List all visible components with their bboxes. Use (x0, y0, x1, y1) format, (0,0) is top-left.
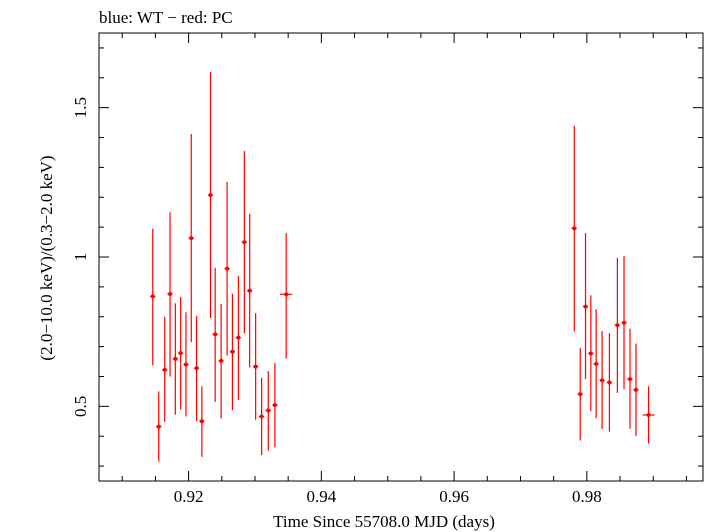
data-marker (594, 361, 599, 366)
data-marker (259, 414, 264, 419)
y-tick-label: 1.5 (71, 97, 90, 118)
data-point (150, 228, 156, 366)
data-marker (572, 226, 577, 231)
data-marker (622, 320, 627, 325)
data-point (247, 213, 253, 368)
data-marker (199, 419, 204, 424)
x-tick-label: 0.94 (306, 487, 336, 506)
data-marker (266, 408, 271, 413)
data-marker (272, 403, 277, 408)
data-point (188, 133, 194, 343)
data-marker (247, 288, 252, 293)
data-marker (208, 193, 213, 198)
data-point (627, 328, 633, 429)
data-point (193, 315, 200, 421)
axis-ticks: 0.92 0.94 0.96 0.98 0.5 1 1.5 (71, 33, 703, 506)
data-marker (646, 412, 651, 417)
data-marker (213, 332, 218, 337)
data-marker (583, 304, 588, 309)
data-marker (600, 378, 605, 383)
data-point (621, 256, 627, 390)
y-tick-label: 1 (71, 253, 90, 262)
data-point (162, 316, 168, 422)
data-point (252, 313, 259, 420)
plot-frame (98, 32, 704, 482)
data-point (241, 150, 248, 334)
data-point (177, 297, 184, 410)
data-marker (236, 335, 241, 340)
data-point (218, 304, 224, 419)
x-tick-label: 0.92 (174, 487, 204, 506)
data-point (258, 377, 265, 456)
data-point (235, 275, 242, 401)
data-marker (607, 380, 612, 385)
data-marker (219, 358, 224, 363)
data-point (207, 71, 214, 318)
data-marker (178, 351, 183, 356)
data-point (156, 391, 162, 462)
chart-title: blue: WT − red: PC (99, 8, 233, 27)
data-point (571, 125, 577, 332)
data-point (588, 295, 594, 412)
data-point (606, 333, 613, 432)
x-axis-label: Time Since 55708.0 MJD (days) (273, 512, 495, 531)
x-tick-label: 0.96 (439, 487, 469, 506)
y-axis-label: (2.0−10.0 keV)/(0.3−2.0 keV) (37, 155, 56, 360)
data-marker (615, 323, 620, 328)
data-marker (242, 240, 247, 245)
data-series (150, 71, 655, 462)
data-point (642, 386, 655, 444)
plot-area (150, 71, 655, 462)
data-point (229, 293, 236, 411)
data-marker (189, 236, 194, 241)
data-point (265, 371, 271, 451)
data-marker (230, 349, 235, 354)
data-marker (225, 266, 230, 271)
data-point (614, 257, 621, 393)
data-marker (168, 292, 173, 297)
data-marker (162, 367, 167, 372)
data-marker (633, 387, 638, 392)
data-point (582, 233, 589, 380)
data-point (272, 363, 278, 448)
data-marker (627, 377, 632, 382)
data-marker (578, 392, 583, 397)
data-point (224, 181, 230, 356)
y-tick-label: 0.5 (71, 396, 90, 417)
data-point (172, 303, 178, 415)
data-point (212, 267, 218, 402)
data-marker (183, 362, 188, 367)
data-point (599, 331, 605, 430)
data-marker (194, 366, 199, 371)
data-point (167, 212, 173, 377)
data-point (280, 233, 293, 359)
data-marker (156, 424, 161, 429)
data-point (199, 386, 205, 457)
data-point (183, 312, 189, 417)
data-marker (284, 292, 289, 297)
data-point (593, 309, 599, 419)
x-tick-label: 0.98 (572, 487, 602, 506)
data-point (633, 343, 639, 437)
data-point (577, 347, 583, 441)
data-marker (150, 294, 155, 299)
data-marker (253, 364, 258, 369)
data-marker (173, 356, 178, 361)
data-marker (588, 351, 593, 356)
